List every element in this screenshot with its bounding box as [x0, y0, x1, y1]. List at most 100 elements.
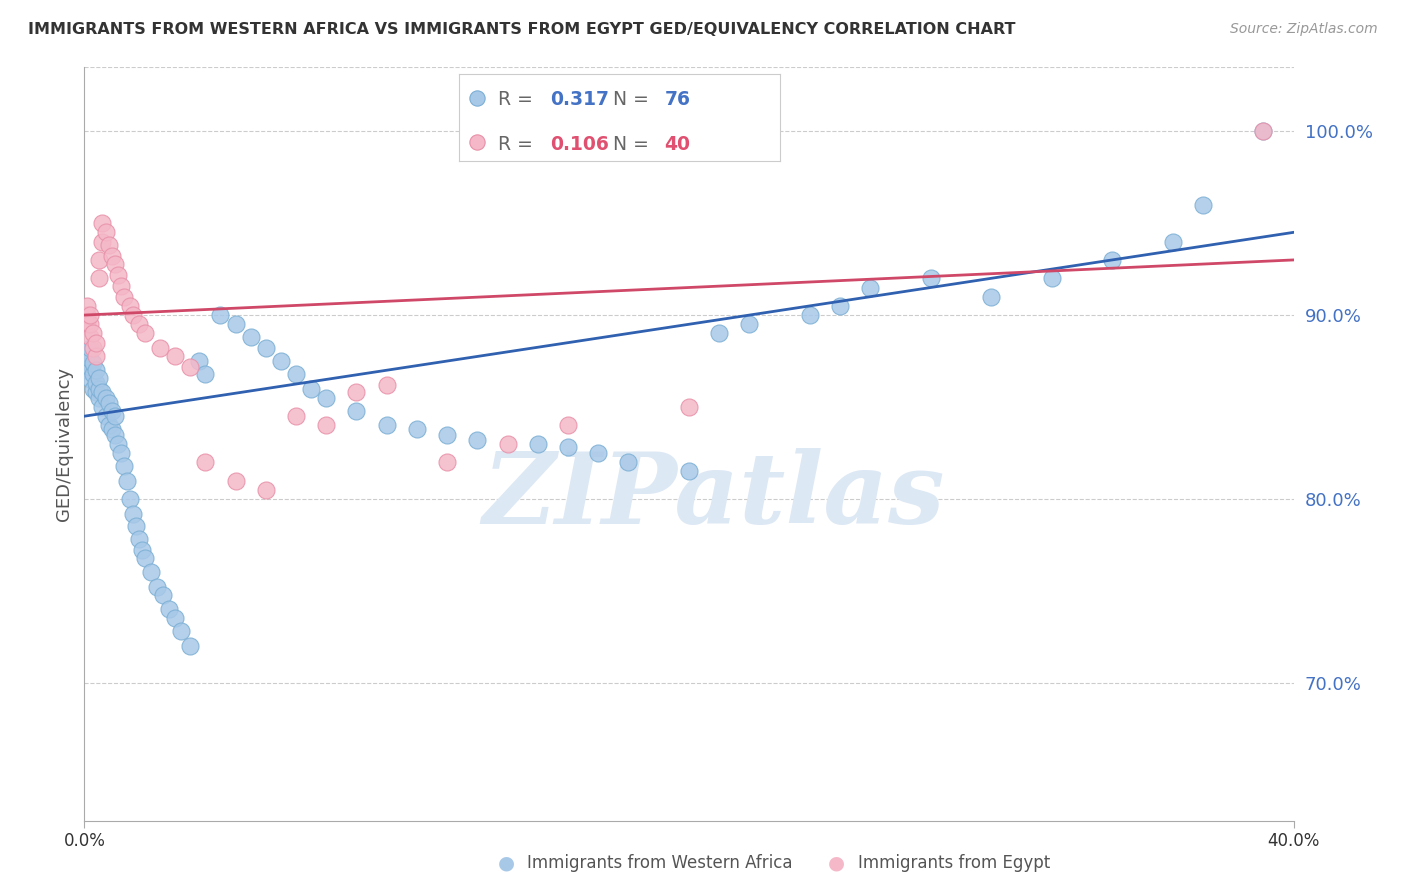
Point [375, 418, 398, 433]
Point [82, 356, 104, 370]
Point [131, 543, 153, 558]
Point [76, 308, 98, 322]
Point [709, 326, 731, 341]
Point [346, 403, 368, 417]
Point [82, 382, 104, 396]
Point [86, 385, 108, 400]
Point [270, 354, 292, 368]
Point [91, 400, 114, 414]
Point [89, 252, 111, 267]
Point [91, 216, 114, 230]
Point [557, 441, 579, 455]
Point [799, 308, 821, 322]
Point [617, 455, 640, 469]
Point [104, 257, 127, 271]
Point [170, 624, 193, 639]
Text: Immigrants from Western Africa: Immigrants from Western Africa [527, 855, 793, 872]
Point [110, 278, 132, 293]
Point [157, 602, 180, 616]
Point [100, 249, 122, 263]
Point [254, 341, 277, 355]
Point [194, 367, 217, 381]
Point [100, 403, 122, 417]
Point [86, 376, 108, 390]
Text: Immigrants from Egypt: Immigrants from Egypt [858, 855, 1050, 872]
Point [315, 391, 337, 405]
Point [76, 318, 98, 332]
Point [121, 507, 143, 521]
Y-axis label: GED/Equivalency: GED/Equivalency [55, 367, 73, 521]
Point [107, 268, 129, 282]
Point [79, 318, 101, 332]
Point [149, 341, 172, 355]
Point [209, 308, 232, 322]
Point [125, 519, 148, 533]
Point [436, 455, 458, 469]
Text: Source: ZipAtlas.com: Source: ZipAtlas.com [1230, 22, 1378, 37]
Point [285, 409, 308, 424]
Point [1040, 271, 1063, 285]
Point [194, 455, 217, 469]
Point [980, 290, 1002, 304]
Point [152, 588, 174, 602]
Point [94, 225, 117, 239]
Point [165, 611, 187, 625]
Point [121, 308, 143, 322]
Point [1101, 252, 1123, 267]
Point [128, 533, 150, 547]
Point [76, 349, 98, 363]
Point [165, 349, 187, 363]
Point [134, 326, 156, 341]
Point [859, 280, 882, 294]
Point [920, 271, 942, 285]
Point [89, 271, 111, 285]
Point [107, 437, 129, 451]
Point [678, 464, 700, 478]
Point [97, 238, 120, 252]
Point [134, 550, 156, 565]
Point [79, 341, 101, 355]
Text: IMMIGRANTS FROM WESTERN AFRICA VS IMMIGRANTS FROM EGYPT GED/EQUIVALENCY CORRELAT: IMMIGRANTS FROM WESTERN AFRICA VS IMMIGR… [28, 22, 1015, 37]
Text: ●: ● [498, 854, 515, 873]
Point [496, 437, 519, 451]
Point [76, 344, 98, 359]
Point [128, 318, 150, 332]
Point [1253, 124, 1275, 138]
Point [100, 422, 122, 436]
Point [91, 235, 114, 249]
Point [588, 446, 610, 460]
Point [86, 349, 108, 363]
Point [1161, 235, 1184, 249]
Point [104, 409, 127, 424]
Point [97, 418, 120, 433]
Point [82, 367, 104, 381]
Point [225, 318, 247, 332]
Point [179, 359, 201, 374]
Point [79, 330, 101, 344]
Point [467, 433, 489, 447]
Point [110, 446, 132, 460]
Point [1192, 198, 1215, 212]
Point [89, 370, 111, 384]
Point [436, 427, 458, 442]
Point [830, 299, 852, 313]
Point [188, 354, 211, 368]
Text: ●: ● [828, 854, 845, 873]
Point [76, 354, 98, 368]
Point [112, 458, 135, 473]
Point [89, 391, 111, 405]
Point [82, 341, 104, 355]
Point [527, 437, 550, 451]
Point [76, 363, 98, 377]
Point [738, 318, 761, 332]
Point [97, 396, 120, 410]
Point [79, 352, 101, 367]
Point [112, 290, 135, 304]
Point [79, 359, 101, 374]
Point [89, 382, 111, 396]
Text: ZIPatlas: ZIPatlas [482, 449, 945, 545]
Point [179, 639, 201, 653]
Point [79, 372, 101, 386]
Point [375, 378, 398, 392]
Point [94, 409, 117, 424]
